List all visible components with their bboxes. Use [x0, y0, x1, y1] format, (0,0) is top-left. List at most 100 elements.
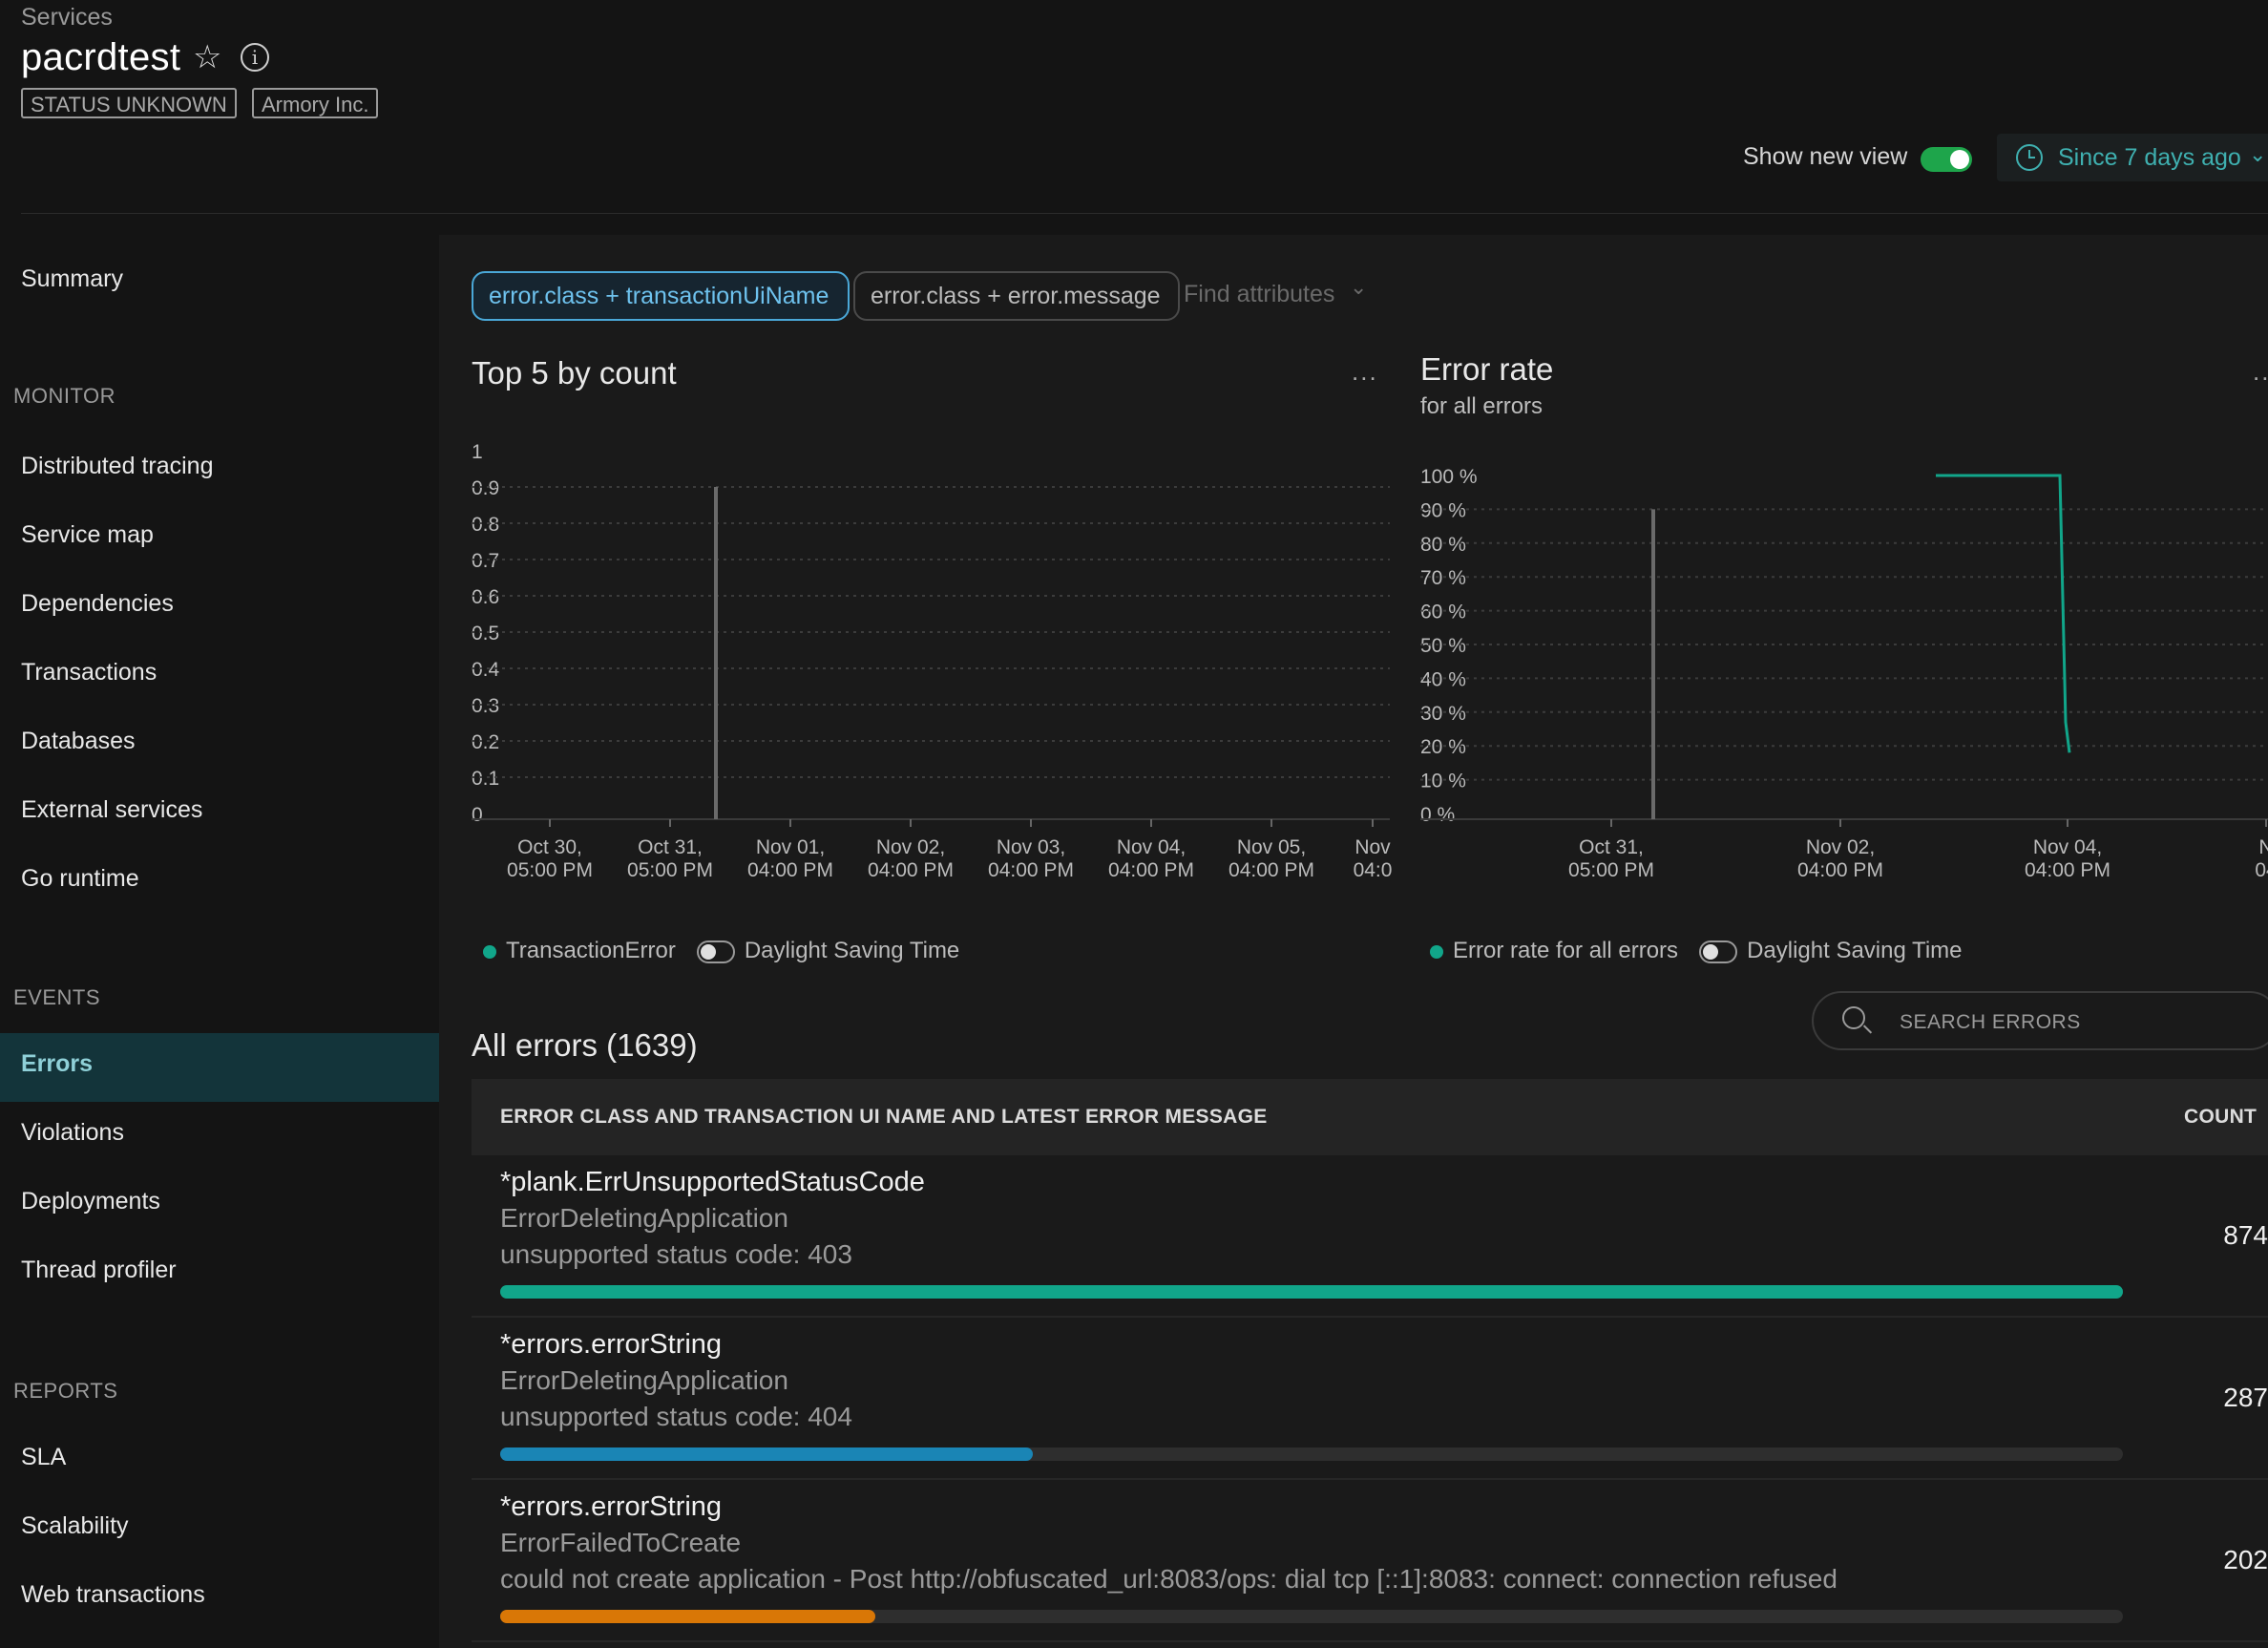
info-icon[interactable]: i — [241, 43, 269, 72]
error-count: 287 — [2223, 1383, 2268, 1412]
column-header-count[interactable]: COUNT — [2184, 1106, 2258, 1128]
chart-top5-more-button[interactable]: ... — [1352, 357, 1378, 386]
legend-label[interactable]: Error rate for all errors — [1453, 938, 1679, 963]
transaction-name: ErrorDeletingApplication — [500, 1203, 788, 1233]
sidebar-item-sla[interactable]: SLA — [21, 1444, 67, 1470]
y-tick-label: 0.3 — [472, 695, 499, 717]
chip-error-class-message[interactable]: error.class + error.message — [853, 271, 1180, 321]
x-tick-label: Nov 02, — [876, 836, 945, 858]
y-tick-label: 0 % — [1420, 804, 1455, 826]
x-tick-label: Nov 05, — [1237, 836, 1306, 858]
y-tick-label: 0.5 — [472, 623, 499, 644]
find-attributes-input[interactable]: Find attributes — [1184, 281, 1335, 307]
error-class: *errors.errorString — [500, 1329, 723, 1360]
star-icon[interactable]: ☆ — [193, 39, 222, 75]
error-message: could not create application - Post http… — [500, 1564, 1838, 1594]
x-tick-label: 04:00 PM — [1228, 859, 1314, 881]
y-tick-label: 0.6 — [472, 586, 499, 608]
show-new-view-toggle[interactable] — [1921, 147, 1972, 172]
search-errors-input[interactable] — [1898, 1006, 2245, 1039]
x-tick-label: 05:00 PM — [507, 859, 593, 881]
x-tick-label: 04:00 PM — [2025, 859, 2110, 881]
search-icon — [1842, 1006, 1865, 1029]
account-badge: Armory Inc. — [252, 88, 379, 118]
search-errors[interactable] — [1812, 991, 2268, 1050]
chart-error-rate-legend: Error rate for all errors Daylight Saving… — [1430, 938, 1963, 964]
table-row[interactable]: *errors.errorString ErrorFailedToCreate … — [472, 1480, 2268, 1642]
chip-error-class-transaction[interactable]: error.class + transactionUiName — [472, 271, 850, 321]
x-tick-label: 04:00 PM — [1108, 859, 1194, 881]
sidebar-item-go-runtime[interactable]: Go runtime — [21, 865, 139, 892]
column-header-error[interactable]: ERROR CLASS AND TRANSACTION UI NAME AND … — [500, 1106, 1268, 1128]
y-tick-label: 50 % — [1420, 635, 1466, 657]
breadcrumb[interactable]: Services — [21, 4, 113, 31]
main-panel — [439, 235, 2268, 1648]
chevron-down-icon[interactable]: ⌄ — [1350, 275, 1368, 299]
y-tick-label: 0.2 — [472, 731, 499, 753]
count-bar-track — [500, 1285, 2123, 1299]
clock-icon — [2016, 144, 2043, 171]
x-tick-label: Nov 04, — [1117, 836, 1186, 858]
transaction-name: ErrorDeletingApplication — [500, 1365, 788, 1395]
y-tick-label: 30 % — [1420, 703, 1466, 725]
chart-error-rate-more-button[interactable]: ... — [2253, 357, 2268, 386]
sidebar-item-service-map[interactable]: Service map — [21, 521, 154, 548]
sidebar-item-scalability[interactable]: Scalability — [21, 1512, 129, 1539]
legend-dot — [483, 944, 496, 959]
sidebar-item-distributed-tracing[interactable]: Distributed tracing — [21, 453, 214, 479]
x-tick-label: Nov — [1354, 836, 1391, 858]
sidebar: Summary MONITOR Distributed tracing Serv… — [0, 237, 439, 1648]
y-tick-label: 70 % — [1420, 567, 1466, 589]
count-bar-track — [500, 1447, 2123, 1461]
x-tick-label: Oct 31, — [638, 836, 703, 858]
y-tick-label: 10 % — [1420, 771, 1466, 792]
y-tick-label: 100 % — [1420, 466, 1478, 488]
sidebar-item-web-transactions[interactable]: Web transactions — [21, 1581, 205, 1608]
sidebar-item-deployments[interactable]: Deployments — [21, 1188, 160, 1215]
count-bar — [500, 1285, 2123, 1299]
time-picker[interactable]: Since 7 days ago ⌄ — [1997, 134, 2268, 181]
x-tick-label: 04:00 PM — [988, 859, 1074, 881]
error-rate-series-line — [1936, 474, 2071, 753]
sidebar-section-events: EVENTS — [13, 985, 101, 1009]
x-tick-label: 04:00 PM — [868, 859, 954, 881]
sidebar-item-dependencies[interactable]: Dependencies — [21, 590, 174, 617]
sidebar-item-violations[interactable]: Violations — [21, 1119, 124, 1146]
x-tick-label: Nov 03, — [997, 836, 1065, 858]
chart-error-rate: 100 % 90 % 80 % 70 % 60 % 50 % 40 % 30 % 20 % 10 … — [1420, 466, 2268, 881]
chevron-down-icon: ⌄ — [2249, 142, 2267, 166]
y-tick-label: 40 % — [1420, 668, 1466, 690]
y-tick-label: 0.9 — [472, 477, 499, 499]
legend-label[interactable]: TransactionError — [506, 938, 676, 963]
x-tick-label: Nov 01, — [756, 836, 825, 858]
sidebar-item-errors[interactable]: Errors — [0, 1033, 439, 1102]
count-bar-track — [500, 1610, 2123, 1623]
page-title: pacrdtest — [21, 36, 181, 78]
chart-top5-legend: TransactionError Daylight Saving Time — [483, 938, 959, 964]
sidebar-section-monitor: MONITOR — [13, 384, 116, 408]
table-row[interactable]: *plank.ErrUnsupportedStatusCode ErrorDel… — [472, 1155, 2268, 1318]
y-tick-label: 90 % — [1420, 499, 1466, 521]
x-tick-label: 05:00 PM — [627, 859, 713, 881]
chart-error-rate-title: Error rate — [1420, 351, 1554, 387]
dst-toggle[interactable] — [1699, 940, 1738, 963]
sidebar-item-databases[interactable]: Databases — [21, 728, 136, 754]
error-message: unsupported status code: 403 — [500, 1239, 852, 1269]
y-tick-label: 60 % — [1420, 602, 1466, 623]
sidebar-item-transactions[interactable]: Transactions — [21, 659, 158, 686]
x-tick-label: Oct 31, — [1579, 836, 1644, 858]
error-message: unsupported status code: 404 — [500, 1402, 852, 1431]
header-divider — [21, 213, 2268, 214]
y-tick-label: 0 — [472, 804, 483, 826]
sidebar-item-summary[interactable]: Summary — [21, 265, 123, 292]
chart-error-rate-subtitle: for all errors — [1420, 393, 1544, 419]
dst-toggle[interactable] — [696, 940, 735, 963]
sidebar-item-external-services[interactable]: External services — [21, 796, 203, 823]
time-range-label: Since 7 days ago — [2058, 144, 2241, 171]
y-tick-label: 0.4 — [472, 659, 500, 681]
error-class: *plank.ErrUnsupportedStatusCode — [500, 1167, 925, 1197]
table-row[interactable]: *errors.errorString ErrorDeletingApplica… — [472, 1318, 2268, 1480]
status-badge: STATUS UNKNOWN — [21, 88, 237, 118]
sidebar-item-thread-profiler[interactable]: Thread profiler — [21, 1257, 177, 1283]
